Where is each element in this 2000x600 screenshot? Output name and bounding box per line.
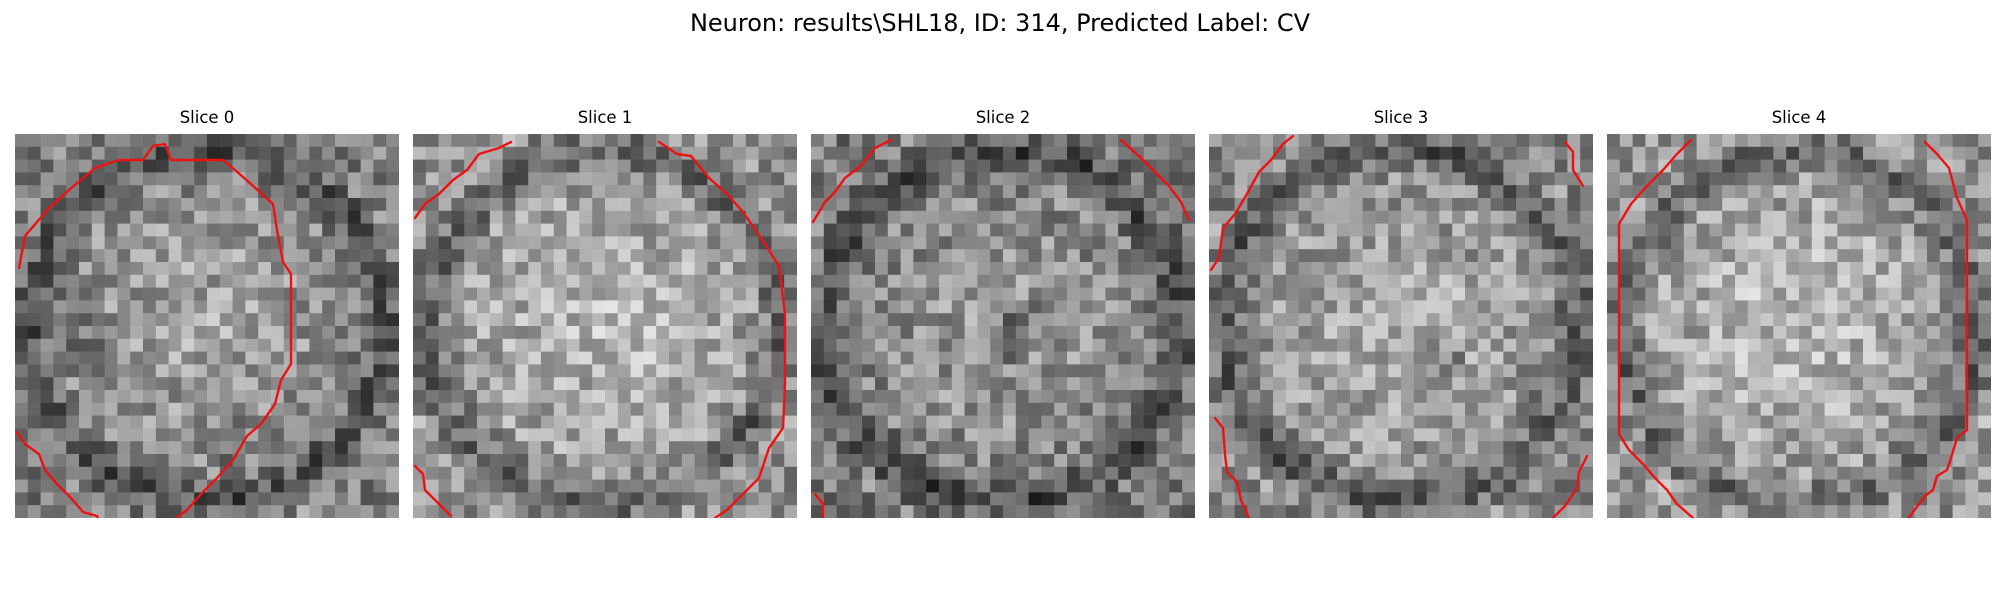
slice-svg-4 xyxy=(1607,134,1991,518)
contour-line-0 xyxy=(1617,138,1695,518)
slice-panel-2: Slice 2 xyxy=(811,108,1195,518)
slice-title-3: Slice 3 xyxy=(1373,108,1429,127)
slice-title-4: Slice 4 xyxy=(1771,108,1827,127)
contour-line-0 xyxy=(17,142,293,518)
contour-line-3 xyxy=(1551,454,1589,518)
slice-panel-4: Slice 4 xyxy=(1607,108,1991,518)
slice-panel-3: Slice 3 xyxy=(1209,108,1593,518)
slice-panel-1: Slice 1 xyxy=(413,108,797,518)
pixel-grid xyxy=(15,134,399,518)
contour-line-1 xyxy=(657,140,787,518)
slice-panel-0: Slice 0 xyxy=(15,108,399,518)
contour-line-1 xyxy=(1563,140,1585,188)
slice-image-2 xyxy=(811,134,1195,518)
contour-line-0 xyxy=(811,138,893,224)
slice-title-1: Slice 1 xyxy=(577,108,633,127)
slice-svg-3 xyxy=(1209,134,1593,518)
slice-title-0: Slice 0 xyxy=(179,108,235,127)
contour-line-2 xyxy=(1213,416,1251,518)
contour-line-1 xyxy=(1119,138,1191,222)
pixel-grid xyxy=(413,134,797,518)
contour-line-1 xyxy=(15,430,100,518)
contour-line-2 xyxy=(413,464,453,518)
slice-title-2: Slice 2 xyxy=(975,108,1031,127)
pixel-grid xyxy=(1209,134,1593,518)
slice-image-4 xyxy=(1607,134,1991,518)
slice-svg-2 xyxy=(811,134,1195,518)
slice-svg-0 xyxy=(15,134,399,518)
contour-line-1 xyxy=(1907,140,1969,518)
pixel-grid xyxy=(1607,134,1991,518)
figure-title: Neuron: results\SHL18, ID: 314, Predicte… xyxy=(689,9,1311,37)
slice-image-0 xyxy=(15,134,399,518)
slice-image-1 xyxy=(413,134,797,518)
slice-image-3 xyxy=(1209,134,1593,518)
contour-line-2 xyxy=(813,492,825,518)
pixel-grid xyxy=(811,134,1195,518)
slice-svg-1 xyxy=(413,134,797,518)
contour-line-0 xyxy=(1209,134,1295,272)
contour-line-0 xyxy=(413,140,513,220)
